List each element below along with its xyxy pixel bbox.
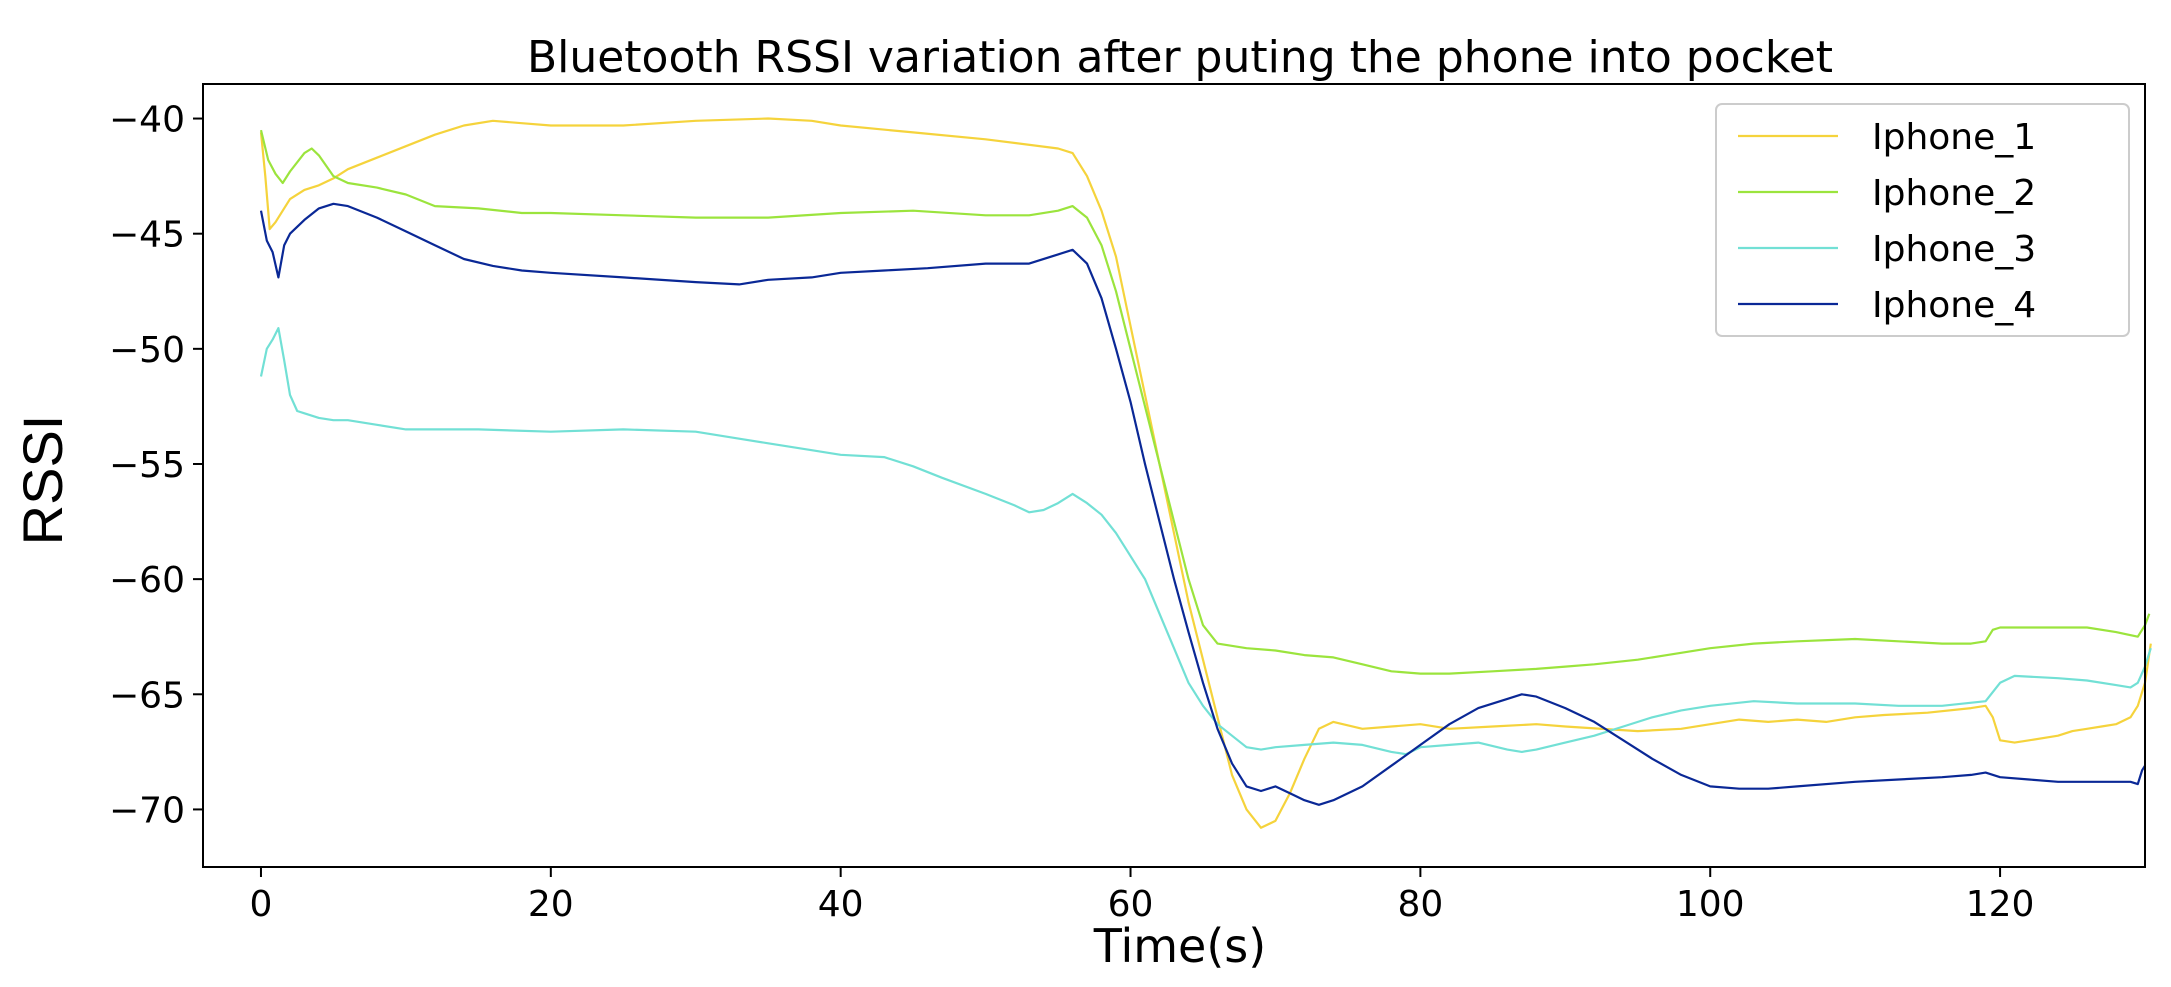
x-tick-label: 120 (1966, 884, 2035, 925)
series-line-iphone-2 (259, 129, 2151, 675)
y-tick-label: −40 (109, 100, 185, 141)
legend-label-iphone-2: Iphone_2 (1872, 173, 2036, 214)
legend-label-iphone-1: Iphone_1 (1872, 117, 2036, 158)
chart-title: Bluetooth RSSI variation after puting th… (527, 32, 1833, 83)
series-group (259, 117, 2152, 829)
y-axis-label: RSSI (11, 415, 74, 546)
y-tick-label: −45 (109, 215, 185, 256)
x-tick-label: 100 (1676, 884, 1745, 925)
plot-frame (202, 83, 2146, 868)
legend-label-iphone-3: Iphone_3 (1872, 229, 2036, 270)
x-tick-label: 60 (1108, 884, 1154, 925)
x-axis: 0 20 40 60 80 100 120 (250, 867, 2035, 925)
y-tick-label: −55 (109, 445, 185, 486)
legend-label-iphone-4: Iphone_4 (1872, 285, 2036, 326)
series-line-iphone-4 (259, 202, 2146, 806)
y-tick-label: −70 (109, 790, 185, 831)
series-line-iphone-1 (259, 117, 2152, 829)
x-tick-label: 40 (818, 884, 864, 925)
x-axis-label: Time(s) (1093, 919, 1266, 973)
x-tick-label: 20 (528, 884, 574, 925)
legend-box (1715, 103, 2130, 337)
series-line-iphone-3 (259, 327, 2152, 756)
legend: Iphone_1 Iphone_2 Iphone_3 Iphone_4 (1715, 103, 2130, 337)
y-tick-label: −65 (109, 675, 185, 716)
y-tick-label: −50 (109, 330, 185, 371)
y-axis: −40 −45 −50 −55 −60 −65 −70 (109, 100, 203, 831)
x-tick-label: 0 (250, 884, 273, 925)
y-tick-label: −60 (109, 560, 185, 601)
x-tick-label: 80 (1397, 884, 1443, 925)
